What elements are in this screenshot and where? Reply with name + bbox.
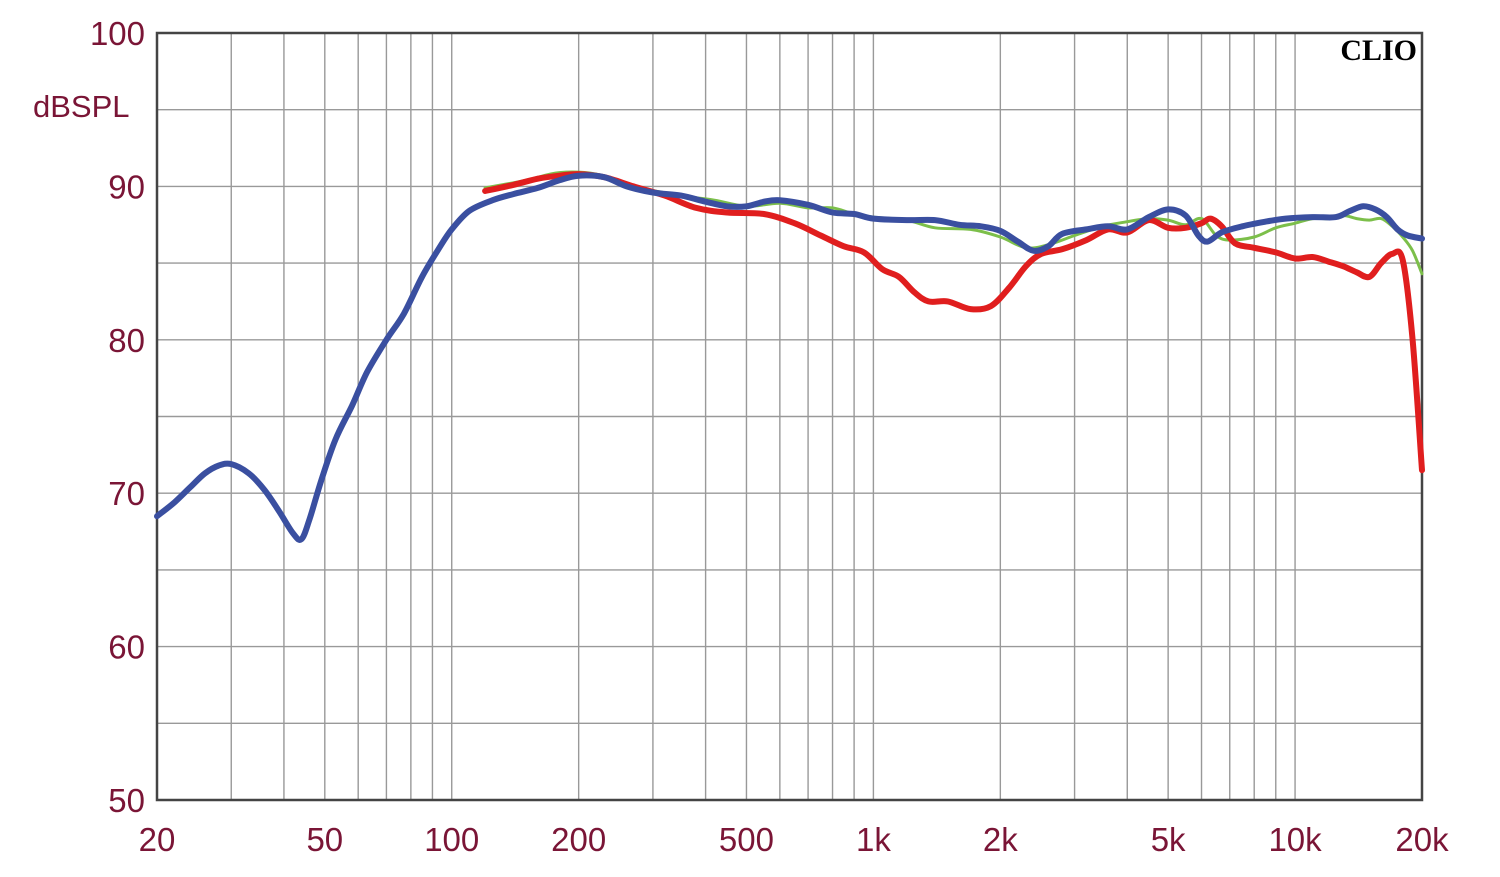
x-tick-label: 50 [306,821,343,858]
x-tick-label: 200 [551,821,606,858]
x-tick-label: 20 [139,821,176,858]
series-group [154,170,1425,543]
y-tick-label: 90 [108,168,145,205]
x-tick-label: 2k [983,821,1018,858]
x-tick-label: 20k [1395,821,1449,858]
series-line-2 [482,171,1425,474]
y-tick-label: 50 [108,782,145,819]
y-axis-label: dBSPL [33,89,130,124]
x-tick-label: 5k [1151,821,1186,858]
y-tick-label: 70 [108,475,145,512]
x-tick-label: 1k [856,821,891,858]
series-line-3 [154,172,1425,543]
x-tick-labels: 20 50 100 200 500 1k 2k 5k 10k 20k [139,821,1449,858]
y-tick-label: 80 [108,322,145,359]
y-tick-label: 60 [108,629,145,666]
plot-border [155,31,1424,802]
clio-watermark: CLIO [1340,34,1417,67]
x-tick-label: 500 [719,821,774,858]
y-tick-label: 100 [90,15,145,52]
x-tick-label: 100 [424,821,479,858]
x-tick-label: 10k [1268,821,1322,858]
y-tick-labels: 50 60 70 80 90 100 [90,15,145,819]
